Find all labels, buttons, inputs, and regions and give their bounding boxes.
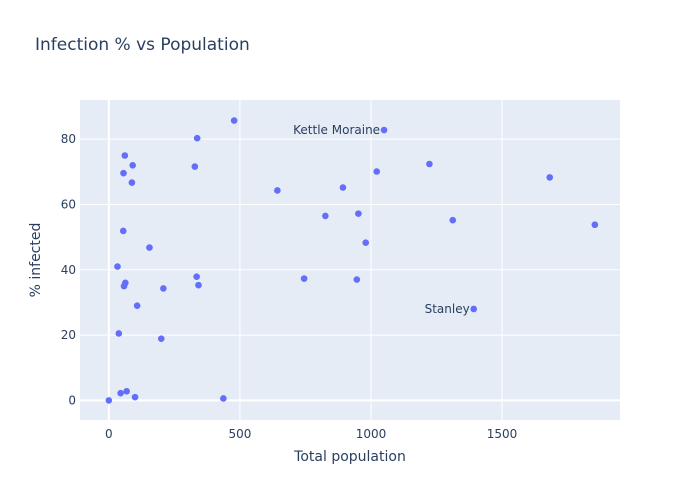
data-point bbox=[362, 239, 370, 246]
data-point bbox=[122, 279, 129, 287]
plot-area bbox=[80, 100, 620, 420]
data-point bbox=[191, 163, 199, 170]
point-layer bbox=[105, 117, 599, 404]
data-point bbox=[322, 212, 329, 220]
data-point bbox=[426, 160, 433, 168]
data-point bbox=[121, 152, 129, 159]
data-point bbox=[195, 281, 202, 289]
data-point bbox=[146, 244, 153, 251]
data-point bbox=[230, 117, 238, 124]
data-point bbox=[373, 168, 381, 175]
data-point bbox=[133, 302, 141, 310]
data-point bbox=[470, 305, 478, 313]
x-tick-label: 1500 bbox=[487, 427, 518, 441]
x-tick-label: 500 bbox=[228, 427, 251, 441]
data-point bbox=[193, 134, 201, 142]
data-point bbox=[274, 187, 281, 194]
x-tick-label: 1000 bbox=[356, 427, 387, 441]
y-tick-label: 40 bbox=[61, 263, 76, 277]
y-axis-label: % infected bbox=[28, 223, 44, 298]
point-annotation: Stanley bbox=[425, 302, 470, 316]
data-point bbox=[546, 174, 554, 181]
data-point bbox=[300, 275, 308, 282]
tick-label-layer: 0 500 1000 1500 0 20 40 60 80 bbox=[61, 132, 518, 441]
data-point bbox=[339, 184, 347, 191]
data-point bbox=[123, 387, 130, 395]
data-point bbox=[380, 126, 388, 134]
data-point bbox=[115, 330, 123, 337]
data-point bbox=[591, 221, 599, 229]
data-point bbox=[129, 162, 136, 169]
data-point bbox=[160, 285, 167, 292]
data-point bbox=[105, 397, 113, 404]
x-axis-label: Total population bbox=[293, 449, 406, 465]
data-point bbox=[449, 216, 457, 224]
data-point bbox=[157, 335, 165, 342]
data-point bbox=[128, 179, 136, 186]
data-point bbox=[119, 227, 127, 235]
data-point bbox=[220, 395, 227, 402]
y-tick-label: 20 bbox=[61, 328, 76, 342]
data-point bbox=[353, 276, 361, 283]
y-tick-label: 80 bbox=[61, 132, 76, 146]
chart-title: Infection % vs Population bbox=[35, 35, 250, 55]
y-tick-label: 0 bbox=[68, 393, 76, 407]
annotation-layer: Kettle Moraine Stanley bbox=[293, 123, 470, 316]
x-tick-label: 0 bbox=[105, 427, 113, 441]
data-point bbox=[114, 263, 121, 270]
y-tick-label: 60 bbox=[61, 197, 76, 211]
data-point bbox=[355, 210, 362, 217]
grid-layer bbox=[80, 100, 620, 420]
data-point bbox=[193, 273, 200, 280]
point-annotation: Kettle Moraine bbox=[293, 123, 380, 137]
data-point bbox=[120, 169, 127, 177]
data-point bbox=[117, 389, 124, 397]
data-point bbox=[131, 393, 139, 401]
